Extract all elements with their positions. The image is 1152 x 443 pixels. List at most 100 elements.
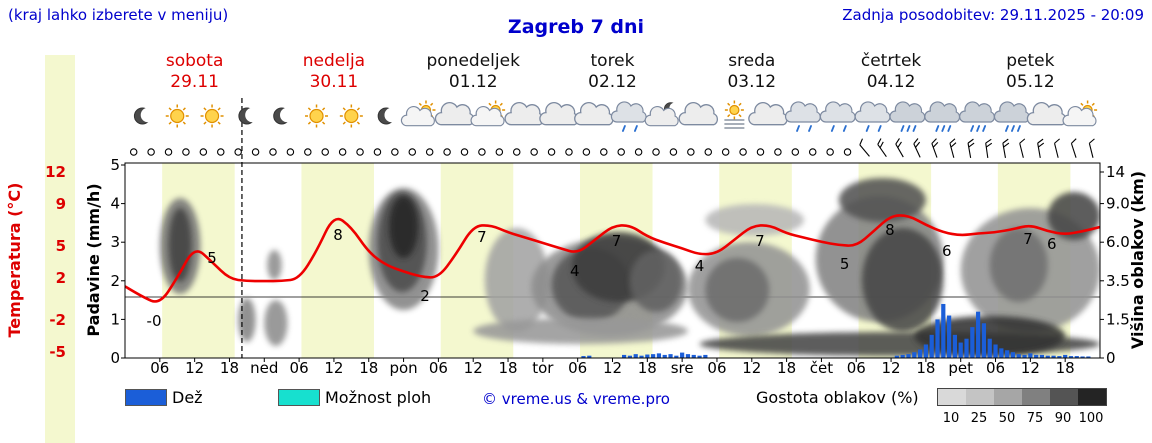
cloud-scale-label: 50 [998, 411, 1016, 426]
svg-text:06: 06 [986, 359, 1005, 377]
svg-text:1.5: 1.5 [1106, 310, 1130, 328]
weather-icon-rain [959, 101, 995, 132]
svg-text:06: 06 [290, 359, 309, 377]
weather-icon-cloud [434, 101, 475, 126]
svg-text:4: 4 [110, 195, 120, 213]
precip-axis: 5 4 3 2 1 0 [110, 156, 125, 367]
weather-icon-rain [924, 101, 961, 132]
svg-text:06: 06 [707, 359, 726, 377]
cloud-cover-markers [129, 148, 852, 156]
weather-icon-partly [470, 100, 506, 127]
cloud-scale-label: 10 [942, 411, 960, 426]
svg-text:6: 6 [1047, 235, 1057, 253]
svg-text:12: 12 [464, 359, 483, 377]
weather-icon-partly [1062, 100, 1098, 127]
svg-text:Višina oblakov (km): Višina oblakov (km) [1128, 171, 1147, 349]
svg-text:6.0: 6.0 [1106, 233, 1130, 251]
temperature-axis-strip [45, 55, 75, 443]
showers-swatch [278, 389, 320, 406]
svg-text:Padavine (mm/h): Padavine (mm/h) [84, 183, 103, 336]
svg-text:2: 2 [56, 269, 66, 287]
svg-text:9: 9 [56, 195, 66, 213]
page-title: Zagreb 7 dni [507, 16, 645, 38]
svg-text:04.12: 04.12 [867, 72, 916, 92]
cloud-scale-segment [1022, 389, 1050, 405]
svg-text:12: 12 [742, 359, 761, 377]
svg-text:30.11: 30.11 [310, 72, 359, 92]
weather-icon-moon [273, 107, 295, 125]
axis-titles: Temperatura (°C) Padavine (mm/h) Višina ob… [5, 171, 1147, 349]
time-axis: 06 12 18 ned 06 12 18 pon 06 12 18 tor 06 12 18 sre 06 12… [150, 358, 1075, 377]
showers-legend-label: Možnost ploh [325, 388, 432, 407]
svg-text:5: 5 [840, 255, 850, 273]
weather-icon-moon [377, 107, 399, 125]
svg-text:06: 06 [150, 359, 169, 377]
svg-text:29.11: 29.11 [170, 72, 219, 92]
weather-icon-drizzle [610, 101, 647, 132]
svg-text:5: 5 [110, 156, 120, 174]
cloud-scale-label: 90 [1054, 411, 1072, 426]
svg-text:7: 7 [477, 228, 487, 246]
svg-text:18: 18 [359, 359, 378, 377]
svg-text:06: 06 [429, 359, 448, 377]
weather-icon-sun [305, 104, 329, 128]
svg-text:4: 4 [695, 257, 705, 275]
svg-text:7: 7 [755, 232, 765, 250]
svg-text:18: 18 [916, 359, 935, 377]
weather-icon-drizzle [854, 101, 891, 132]
cloud-scale-labels: 10 25 50 75 90 100 [937, 407, 1105, 426]
weather-icon-moon [238, 107, 260, 125]
cloud-density-legend-label: Gostota oblakov (%) [756, 388, 919, 407]
svg-text:0: 0 [1106, 349, 1116, 367]
cloud-scale-segment [994, 389, 1022, 405]
copyright-link[interactable]: © vreme.us & vreme.pro [482, 390, 670, 408]
weather-icon-drizzle [819, 101, 856, 132]
svg-text:9.0: 9.0 [1106, 195, 1130, 213]
svg-text:12: 12 [882, 359, 901, 377]
svg-text:06: 06 [847, 359, 866, 377]
svg-text:Temperatura (°C): Temperatura (°C) [5, 183, 24, 338]
svg-text:pon: pon [389, 359, 417, 377]
svg-text:06: 06 [568, 359, 587, 377]
svg-text:12: 12 [45, 163, 66, 181]
site-hint: (kraj lahko izberete v meniju) [8, 6, 229, 24]
svg-text:3.5: 3.5 [1106, 272, 1130, 290]
weather-icon-cloud [574, 101, 614, 126]
svg-text:03.12: 03.12 [727, 72, 776, 92]
cloud-scale-label: 25 [970, 411, 988, 426]
svg-text:7: 7 [1023, 230, 1033, 248]
cloud-scale-label: 100 [1078, 411, 1104, 426]
cloud-scale-segment [1050, 389, 1078, 405]
rain-swatch [125, 389, 167, 406]
svg-text:čet: čet [810, 359, 833, 377]
weather-icon-sun [165, 104, 189, 128]
svg-text:5: 5 [56, 237, 66, 255]
svg-text:8: 8 [885, 221, 895, 239]
svg-text:petek: petek [1006, 51, 1054, 71]
svg-text:torek: torek [591, 51, 635, 71]
svg-text:5: 5 [207, 249, 217, 267]
svg-text:12: 12 [324, 359, 343, 377]
svg-text:7: 7 [612, 232, 622, 250]
wind-barbs [859, 138, 1095, 159]
svg-text:18: 18 [1056, 359, 1075, 377]
svg-text:18: 18 [498, 359, 517, 377]
svg-text:sobota: sobota [166, 51, 224, 71]
svg-text:14: 14 [1106, 163, 1125, 181]
svg-text:0: 0 [110, 349, 120, 367]
cloud-scale-segment [966, 389, 994, 405]
svg-text:sre: sre [671, 359, 694, 377]
weather-icons-row [133, 100, 1098, 132]
svg-text:12: 12 [603, 359, 622, 377]
weather-icon-partly [400, 100, 436, 127]
svg-text:2: 2 [420, 287, 430, 305]
svg-text:ponedeljek: ponedeljek [426, 51, 520, 71]
svg-text:4: 4 [570, 262, 580, 280]
weather-icon-cloud [539, 101, 579, 126]
svg-text:02.12: 02.12 [588, 72, 637, 92]
weather-icon-cloud [504, 101, 544, 126]
weather-icon-cloud [748, 101, 788, 126]
